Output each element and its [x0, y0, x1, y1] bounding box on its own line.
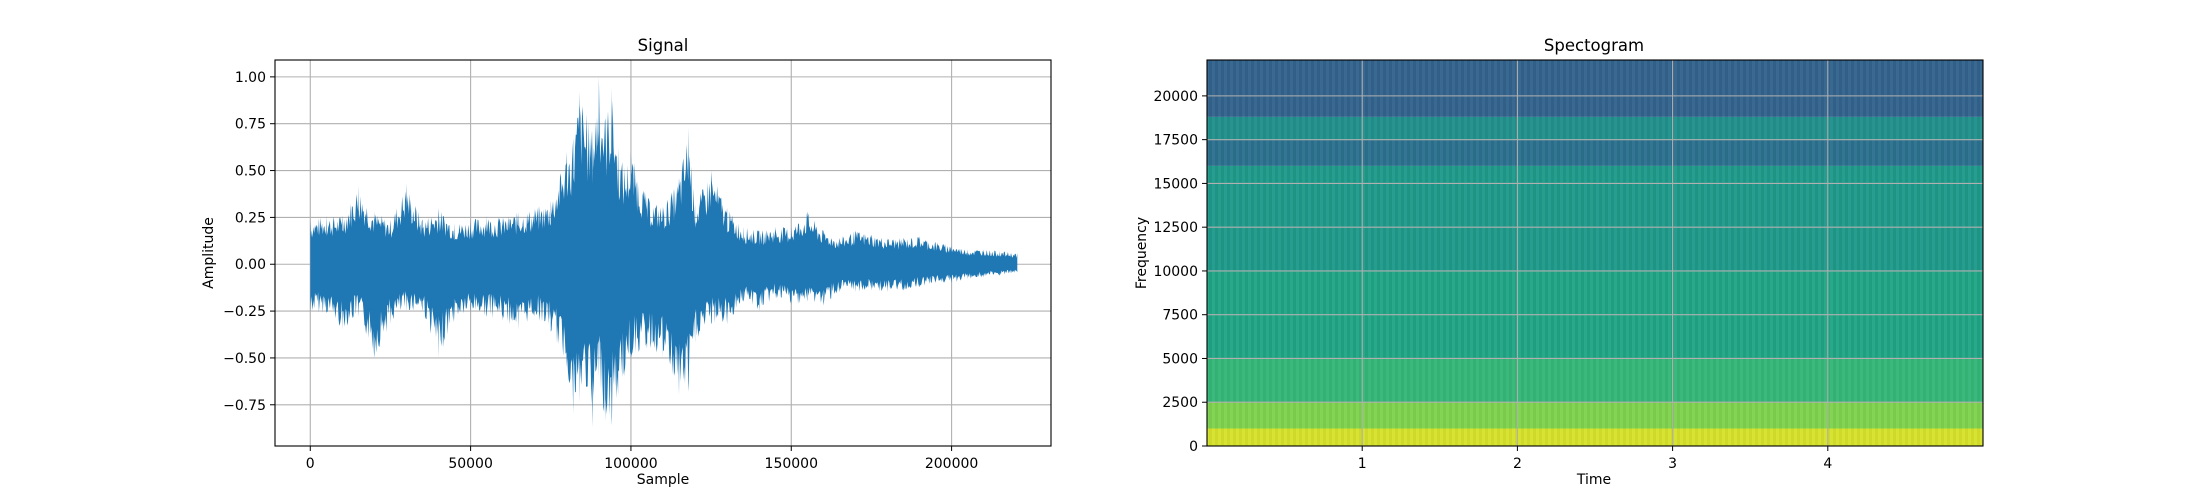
spectrogram-y-tick-label: 7500 [1162, 308, 1198, 324]
signal-y-tick-label: −0.25 [223, 304, 266, 320]
spectrogram-chart: Spectogram Time Frequency 1 2 3 4 0 2500 5000 7… [1134, 36, 1984, 488]
signal-y-tick-label: −0.50 [223, 351, 266, 367]
spectrogram-ticks: 1 2 3 4 0 2500 5000 7500 10000 12500 15000 17500 200… [1153, 89, 1832, 472]
signal-y-tick-label: 1.00 [235, 70, 266, 86]
spectrogram-y-tick-label: 17500 [1153, 133, 1198, 149]
spectrogram-x-tick-label: 1 [1358, 456, 1367, 472]
signal-x-tick-label: 0 [306, 456, 315, 472]
spectrogram-y-tick-label: 10000 [1153, 264, 1198, 280]
spectrogram-y-tick-label: 0 [1189, 439, 1198, 455]
spectrogram-texture [1207, 60, 1983, 446]
spectrogram-y-tick-label: 15000 [1153, 176, 1198, 192]
spectrogram-plot-frame [1206, 59, 1984, 447]
signal-waveform [310, 76, 1018, 428]
signal-y-tick-label: 0.00 [235, 257, 266, 273]
signal-x-tick-label: 100000 [604, 456, 657, 472]
signal-x-tick-label: 50000 [448, 456, 493, 472]
spectrogram-x-tick-label: 3 [1668, 456, 1677, 472]
spectrogram-x-tick-label: 2 [1513, 456, 1522, 472]
spectrogram-y-tick-label: 2500 [1162, 395, 1198, 411]
signal-x-tick-label: 150000 [765, 456, 818, 472]
signal-y-axis-label: Amplitude [201, 217, 217, 289]
spectrogram-y-tick-label: 12500 [1153, 220, 1198, 236]
signal-ticks: 0 50000 100000 150000 200000 −0.75 −0.50 −0.25 0… [223, 70, 978, 472]
spectrogram-y-axis-label: Frequency [1134, 217, 1150, 289]
spectrogram-chart-title: Spectogram [1544, 36, 1644, 55]
spectrogram-x-axis-label: Time [1576, 472, 1611, 488]
signal-y-tick-label: 0.50 [235, 164, 266, 180]
signal-y-tick-label: 0.25 [235, 210, 266, 226]
signal-x-axis-label: Sample [637, 472, 690, 488]
signal-y-tick-label: −0.75 [223, 398, 266, 414]
signal-chart: Signal Sample Amplitude 0 50000 100000 1500… [201, 36, 1052, 488]
signal-x-tick-label: 200000 [925, 456, 978, 472]
spectrogram-x-tick-label: 4 [1823, 456, 1832, 472]
signal-y-tick-label: 0.75 [235, 117, 266, 133]
signal-chart-title: Signal [638, 36, 689, 55]
spectrogram-y-tick-label: 20000 [1153, 89, 1198, 105]
spectrogram-y-tick-label: 5000 [1162, 351, 1198, 367]
signal-plot-frame [274, 59, 1052, 447]
